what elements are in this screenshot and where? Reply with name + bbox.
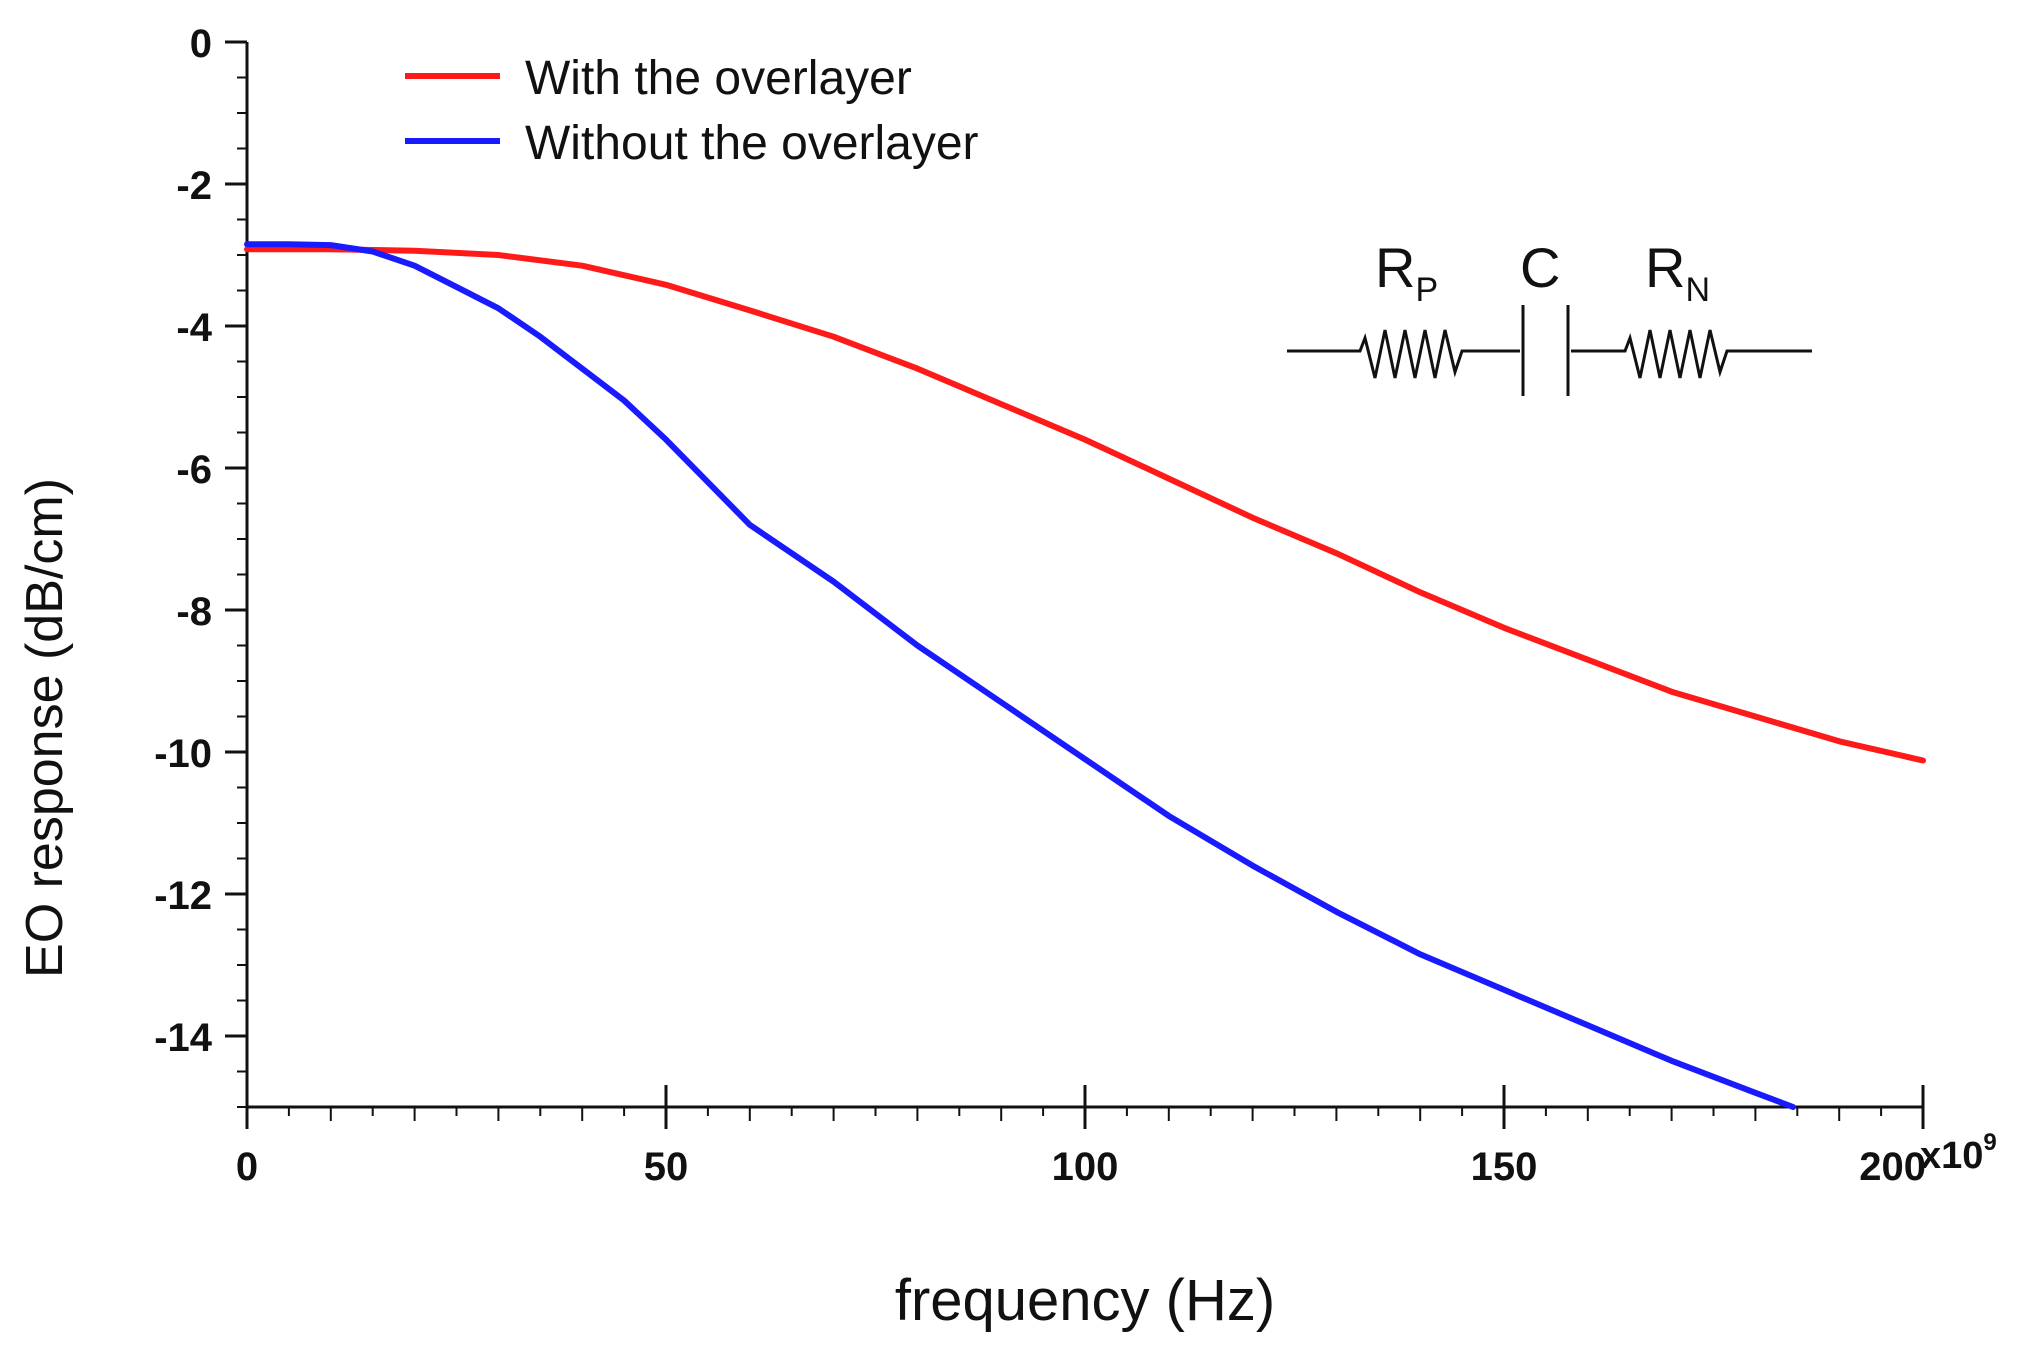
legend: With the overlayer Without the overlayer [405,52,979,170]
x-tick-label: 50 [644,1145,689,1189]
x-tick-label: 0 [236,1145,258,1189]
y-tick-label: -2 [176,164,212,208]
y-tick-label: -4 [176,306,212,350]
x-axis-multiplier: x109 [1920,1129,1997,1177]
label-rn: RN [1645,236,1710,309]
rc-circuit-diagram [1287,305,1812,396]
rc-circuit-labels: RP C RN [1375,236,1710,309]
y-tick-label: 0 [190,22,212,66]
series-with-overlayer [244,246,1926,764]
x-tick-label: 150 [1471,1145,1538,1189]
y-axis-label: EO response (dB/cm) [16,478,74,978]
legend-label-with-overlayer: With the overlayer [525,52,912,105]
y-tick-label: -6 [176,448,212,492]
legend-label-without-overlayer: Without the overlayer [525,117,979,170]
y-tick-label: -14 [154,1016,213,1060]
axes: 0 -2 -4 -6 -8 -10 -12 -14 0 50 100 150 200 [154,22,1926,1189]
y-tick-label: -8 [176,590,212,634]
resistor-n-icon [1571,329,1812,379]
y-tick-label: -10 [154,732,212,776]
x-tick-label: 100 [1052,1145,1119,1189]
series-lines [244,241,1926,1110]
label-rp: RP [1375,236,1438,309]
x-axis-label: frequency (Hz) [895,1268,1275,1333]
label-c: C [1520,236,1560,299]
resistor-p-icon [1287,329,1520,379]
series-without-overlayer [244,241,1797,1110]
x-tick-label: 200 [1859,1145,1926,1189]
y-tick-label: -12 [154,874,212,918]
